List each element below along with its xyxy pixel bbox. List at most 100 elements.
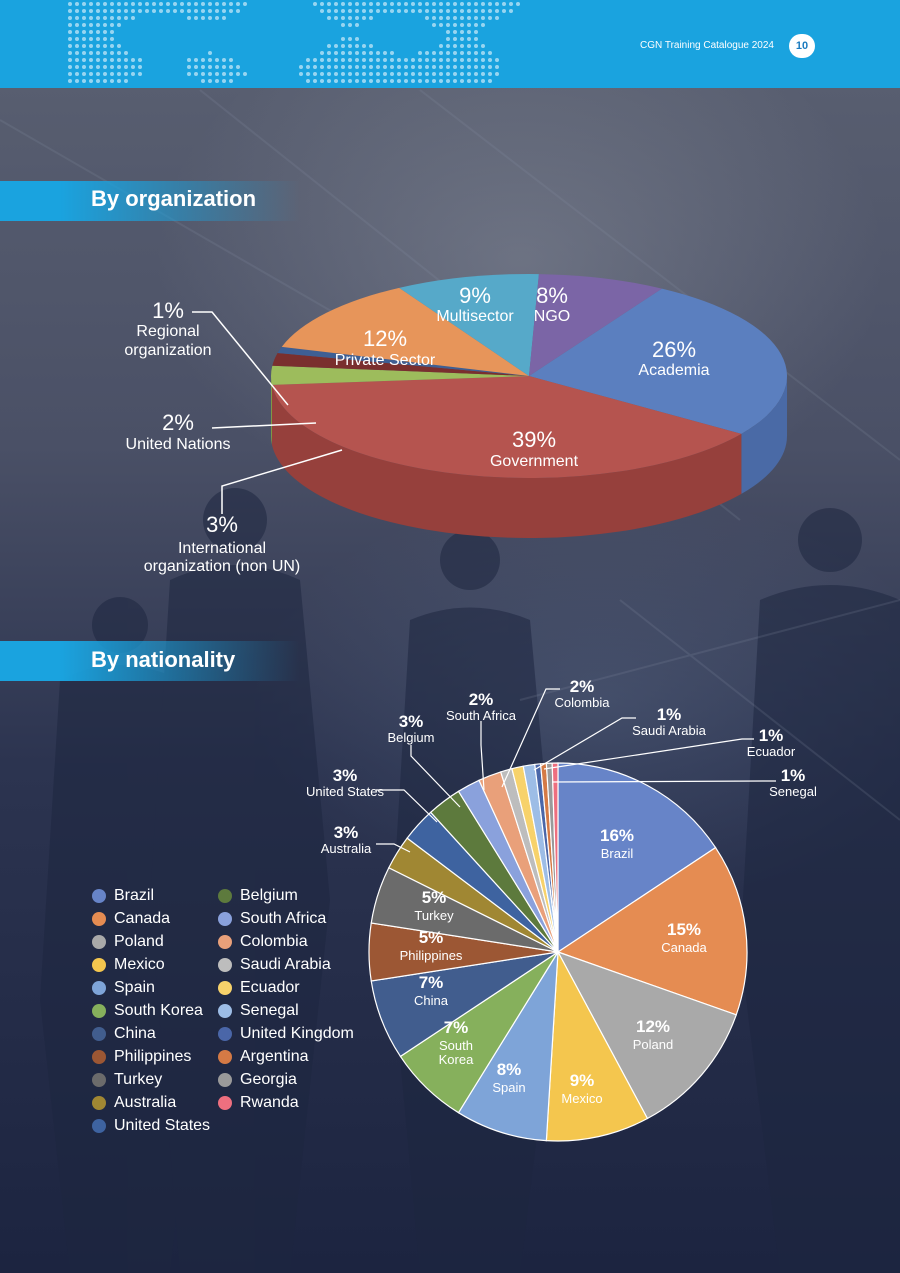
pct-label-multisector: 9% [459,283,491,308]
legend-swatch [218,1095,232,1110]
legend-item-brazil: Brazil [92,884,210,907]
legend-item-argentina: Argentina [218,1045,354,1068]
legend-swatch [218,957,232,972]
pct-label-saudi-arabia: 1% [657,705,682,724]
pct-label-senegal: 1% [781,766,806,785]
legend-label: South Korea [114,1001,203,1019]
nationality-labels: 16%Brazil 15%Canada 12%Poland 9%Mexico 8%Spa… [306,677,817,1106]
pct-label-belgium: 3% [399,712,424,731]
legend-label: Saudi Arabia [240,955,331,973]
name-label-multisector: Multisector [436,308,514,325]
pie-slice-government [271,376,742,478]
catalogue-title: CGN Training Catalogue 2024 [640,40,774,51]
pct-label-poland: 12% [636,1017,670,1036]
name-label-south-korea: South [439,1038,473,1053]
legend-item-south-africa: South Africa [218,907,354,930]
name-label-ecuador: Ecuador [747,744,796,759]
legend-item-rwanda: Rwanda [218,1091,354,1114]
pct-label-south-korea: 7% [444,1018,469,1037]
legend-label: Mexico [114,955,165,973]
pie-slice-canada [556,846,748,1016]
name-label-china: China [414,993,449,1008]
name-label-senegal: Senegal [769,784,817,799]
leader-line-belgium [410,745,461,808]
legend-item-china: China [92,1022,210,1045]
name-label-australia: Australia [321,841,372,856]
name-label-spain: Spain [492,1080,525,1095]
legend-label: South Africa [240,909,327,927]
legend-swatch [92,957,106,972]
name-label-private-sector: Private Sector [335,352,436,369]
legend-label: Ecuador [240,978,300,996]
leader-line-saudi-arabia [533,717,636,771]
name-label-academia: Academia [638,362,709,379]
pct-label-brazil: 16% [600,826,634,845]
pct-label-philippines: 5% [419,928,444,947]
leader-line-senegal [551,780,776,783]
legend-label: Senegal [240,1001,299,1019]
legend-swatch [92,980,106,995]
legend-item-colombia: Colombia [218,930,354,953]
legend-label: Georgia [240,1070,297,1088]
pie-slice-spain [457,951,559,1142]
pct-label-south-africa: 2% [469,690,494,709]
leader-line-south-africa [480,721,485,791]
leader-line-regional-organization [192,311,289,406]
page-number-badge: 10 [789,34,815,58]
legend-item-united-kingdom: United Kingdom [218,1022,354,1045]
pie-side-government [271,384,742,538]
section-bar-organization [0,181,300,221]
legend-label: United Kingdom [240,1024,354,1042]
pie-top-faces [271,274,787,478]
name-label-brazil: Brazil [601,846,634,861]
legend-label: Colombia [240,932,308,950]
pie-slice-academia [529,288,787,434]
pct-label-ecuador: 1% [759,726,784,745]
legend-item-poland: Poland [92,930,210,953]
leader-line-australia [376,843,411,853]
section-bar-nationality [0,641,300,681]
legend-item-united-states: United States [92,1114,210,1137]
pct-label-private-sector: 12% [363,326,407,351]
name-label-canada: Canada [661,940,707,955]
pct-label-canada: 15% [667,920,701,939]
legend-item-australia: Australia [92,1091,210,1114]
pct-label-spain: 8% [497,1060,522,1079]
legend-item-ecuador: Ecuador [218,976,354,999]
leader-line-international-organization-non-un [221,449,343,514]
legend-item-mexico: Mexico [92,953,210,976]
section-title-organization: By organization [91,186,257,211]
legend-item-spain: Spain [92,976,210,999]
legend-label: Canada [114,909,171,927]
leader-line-united-states [376,789,438,823]
legend-label: Rwanda [240,1093,299,1111]
pct-label-government: 39% [512,427,556,452]
legend-item-saudi-arabia: Saudi Arabia [218,953,354,976]
name-label-south-korea: Korea [439,1052,474,1067]
leader-line-ecuador [543,738,754,770]
pct-label-united-states: 3% [333,766,358,785]
legend-item-senegal: Senegal [218,999,354,1022]
legend-item-georgia: Georgia [218,1068,354,1091]
legend-label: United States [114,1116,211,1134]
legend-swatch [218,888,232,903]
legend-swatch [218,934,232,949]
legend-item-belgium: Belgium [218,884,354,907]
name-label-regional-organization: organization [124,342,211,359]
legend-swatch [218,1049,232,1064]
legend-swatch [92,1026,106,1041]
pie-slice-united-nations [272,353,529,376]
pct-label-turkey: 5% [422,888,447,907]
pct-label-academia: 26% [652,337,696,362]
pie-slice-ngo [529,274,662,376]
pie-3d-sides [271,376,787,538]
pie-slice-international-organization-non-un [271,365,529,385]
name-label-mexico: Mexico [561,1091,602,1106]
name-label-turkey: Turkey [414,908,454,923]
legend-item-turkey: Turkey [92,1068,210,1091]
leader-line-united-nations [211,422,317,429]
legend-label: Poland [114,932,164,950]
legend-label: Argentina [240,1047,309,1065]
name-label-international-organization-non-un: organization (non UN) [144,558,301,575]
